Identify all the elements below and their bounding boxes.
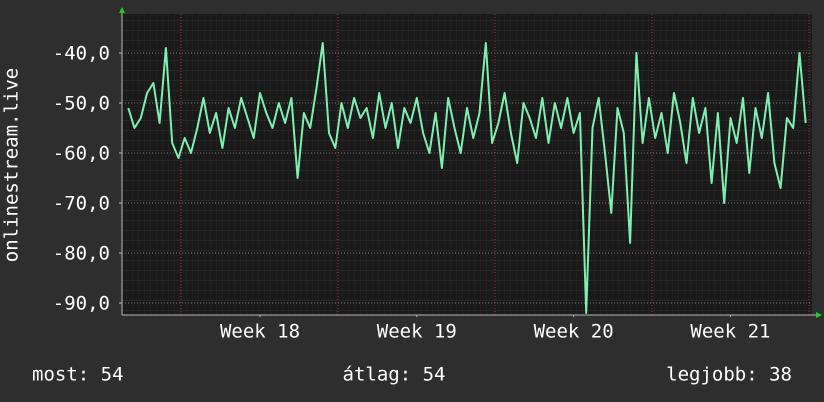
y-tick-label: -40,0 [53, 43, 110, 65]
week-lines [180, 14, 810, 315]
y-tick-label: -80,0 [53, 243, 110, 265]
y-axis-label: onlinestream.live [1, 68, 23, 262]
stat: legjobb: 38 [666, 364, 792, 386]
x-tick-label: Week 20 [534, 321, 614, 343]
x-tick-label: Week 18 [220, 321, 300, 343]
stat: átlag: 54 [343, 364, 446, 386]
y-tick-label: -60,0 [53, 143, 110, 165]
stat: most: 54 [32, 364, 124, 386]
y-tick-label: -50,0 [53, 93, 110, 115]
y-arrow [119, 7, 125, 13]
y-tick-label: -70,0 [53, 193, 110, 215]
y-tick-label: -90,0 [53, 293, 110, 315]
series-line [127, 42, 807, 314]
marks [119, 42, 812, 317]
x-arrow [816, 312, 822, 318]
x-tick-label: Week 21 [690, 321, 770, 343]
minor-grid [122, 14, 812, 315]
x-tick-label: Week 19 [377, 321, 457, 343]
